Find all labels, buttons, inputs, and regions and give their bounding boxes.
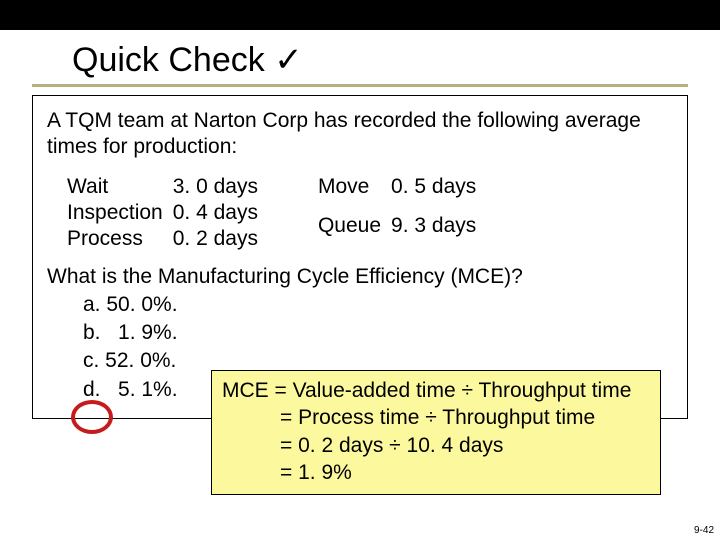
page-number: 9-42 — [694, 525, 714, 536]
explain-line-2: = Process time ÷ Throughput time — [222, 404, 650, 431]
slide-title: Quick Check ✓ — [32, 30, 688, 87]
time-value: 0. 4 days — [173, 201, 258, 225]
top-bar — [0, 0, 720, 30]
question-text: What is the Manufacturing Cycle Efficien… — [47, 265, 673, 289]
correct-answer-circle-icon — [71, 400, 113, 434]
time-label: Queue — [318, 214, 381, 251]
explain-line-3: = 0. 2 days ÷ 10. 4 days — [222, 432, 650, 459]
checkmark-icon: ✓ — [274, 41, 303, 79]
time-label: Process — [67, 227, 163, 251]
time-label: Move — [318, 175, 381, 212]
intro-text: A TQM team at Narton Corp has recorded t… — [47, 108, 673, 161]
time-value: 0. 5 days — [391, 175, 476, 212]
time-value: 9. 3 days — [391, 214, 476, 251]
answer-a: a. 50. 0%. — [83, 291, 673, 319]
content-box: A TQM team at Narton Corp has recorded t… — [32, 95, 688, 419]
answer-b: b. 1. 9%. — [83, 319, 673, 347]
times-col-2: Move 0. 5 days Queue 9. 3 days — [318, 175, 476, 251]
explanation-box: MCE = Value-added time ÷ Throughput time… — [211, 370, 661, 495]
explain-line-4: = 1. 9% — [222, 459, 650, 486]
time-label: Inspection — [67, 201, 163, 225]
times-col-1: Wait 3. 0 days Inspection 0. 4 days Proc… — [67, 175, 258, 251]
time-value: 0. 2 days — [173, 227, 258, 251]
time-label: Wait — [67, 175, 163, 199]
time-value: 3. 0 days — [173, 175, 258, 199]
times-table: Wait 3. 0 days Inspection 0. 4 days Proc… — [67, 175, 673, 251]
explain-line-1: MCE = Value-added time ÷ Throughput time — [222, 377, 650, 404]
title-text: Quick Check — [72, 41, 265, 79]
